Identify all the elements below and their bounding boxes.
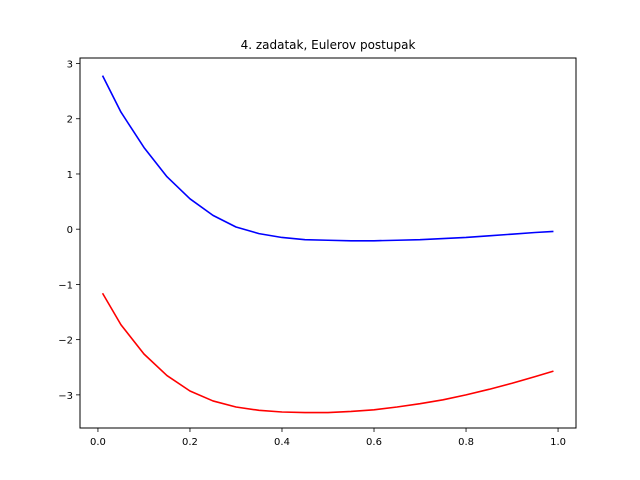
series-line-1 bbox=[101, 292, 554, 414]
y-tick-label: 3 bbox=[67, 60, 73, 71]
x-tick-label: 0.4 bbox=[274, 437, 290, 448]
chart-title: 4. zadatak, Eulerov postupak bbox=[241, 38, 416, 52]
y-tick-label: −2 bbox=[58, 336, 73, 347]
y-tick-label: 2 bbox=[67, 115, 73, 126]
y-tick-label: 1 bbox=[67, 170, 73, 181]
x-tick-label: 0.2 bbox=[182, 437, 198, 448]
y-tick-label: −1 bbox=[58, 280, 73, 291]
x-tick-label: 0.6 bbox=[366, 437, 382, 448]
y-tick-label: 0 bbox=[67, 225, 73, 236]
x-axis-ticks: 0.0 0.2 0.4 0.6 0.8 1.0 bbox=[90, 428, 566, 448]
series-line-0 bbox=[101, 75, 554, 242]
x-tick-label: 0.8 bbox=[458, 437, 474, 448]
series-layer bbox=[101, 75, 554, 414]
x-tick-label: 0.0 bbox=[90, 437, 106, 448]
y-tick-label: −3 bbox=[58, 391, 73, 402]
y-axis-ticks: 3 2 1 0 −1 −2 −3 bbox=[58, 60, 80, 402]
plot-frame bbox=[79, 57, 577, 429]
x-tick-label: 1.0 bbox=[550, 437, 566, 448]
